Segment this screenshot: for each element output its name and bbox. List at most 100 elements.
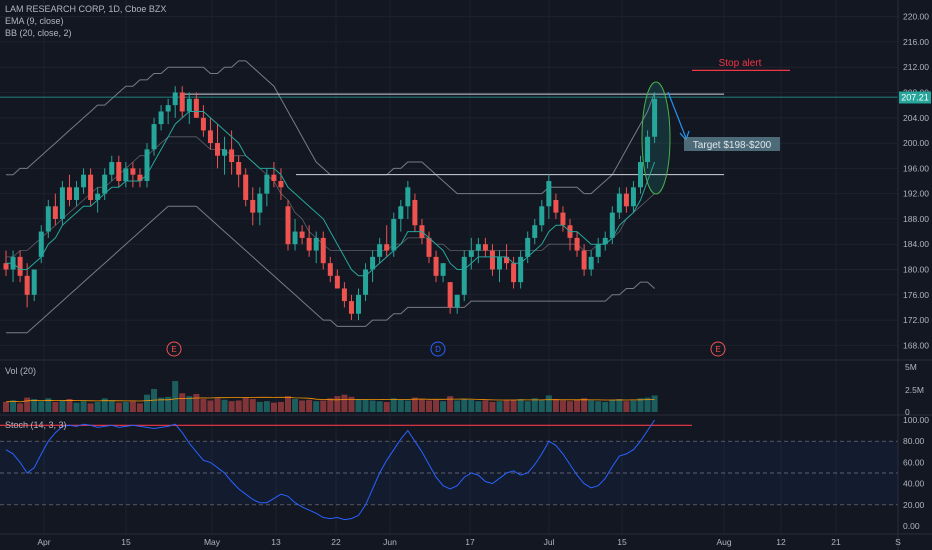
candle-body (158, 111, 164, 125)
bb-basis-line (6, 136, 655, 258)
volume-bar (256, 401, 263, 412)
candle-body (391, 218, 397, 251)
volume-bar (299, 400, 306, 412)
stoch-tick-label: 40.00 (903, 479, 925, 489)
volume-bar (552, 399, 559, 412)
volume-bar (334, 396, 341, 412)
candle-body (609, 212, 615, 238)
candle-body (200, 117, 206, 131)
candle-body (532, 225, 538, 238)
volume-bar (545, 395, 552, 412)
volume-bar (369, 400, 376, 412)
volume-bar (179, 393, 186, 412)
target-label-box[interactable] (684, 137, 780, 151)
price-tick-label: 200.00 (903, 138, 929, 148)
volume-bar (165, 396, 172, 412)
candle-body (59, 187, 65, 219)
highlight-ellipse[interactable] (641, 81, 671, 195)
chart-drawings[interactable]: Target $198-$200 Stop alert (641, 58, 780, 195)
volume-bar (87, 403, 94, 412)
horizontal-levels[interactable] (0, 69, 898, 176)
ema-legend[interactable]: EMA (9, close) (5, 16, 64, 26)
target-label: Target $198-$200 (693, 140, 772, 151)
candle-body (461, 256, 467, 295)
candle-body (3, 263, 9, 270)
event-marker-label: E (171, 345, 176, 354)
time-tick-label: Jul (544, 537, 555, 547)
candle-body (638, 162, 643, 188)
price-tick-label: 180.00 (903, 265, 929, 275)
price-tick-label: 188.00 (903, 214, 929, 224)
candle-body (616, 193, 622, 213)
volume-bar (38, 401, 45, 412)
candle-body (123, 168, 129, 181)
candle-body (88, 174, 94, 200)
volume-bar (24, 397, 31, 412)
candle-body (341, 288, 347, 302)
last-price-label: 207.21 (901, 92, 929, 102)
volume-bar (285, 396, 291, 412)
volume-bar (242, 397, 249, 412)
candle-body (236, 162, 242, 175)
time-tick-label: 12 (776, 537, 786, 547)
time-tick-label: S (895, 537, 901, 547)
stoch-legend[interactable]: Stoch (14, 3, 3) (5, 420, 67, 430)
candle-body (271, 174, 277, 181)
volume-bar (129, 401, 136, 412)
time-tick-label: 22 (331, 537, 341, 547)
candle-body (489, 250, 495, 270)
candle-body (623, 193, 629, 207)
volume-bar (517, 399, 524, 412)
volume-bar (595, 401, 602, 412)
volume-bar (263, 401, 270, 412)
time-axis[interactable]: Apr 15 May 13 22 Jun 17 Jul 15 Aug 12 21 S (37, 537, 901, 547)
symbol-title[interactable]: LAM RESEARCH CORP, 1D, Cboe BZX (5, 4, 167, 14)
candle-body (229, 149, 235, 163)
volume-bar (630, 400, 637, 412)
volume-bar (397, 399, 404, 412)
event-marker-icon (166, 341, 182, 357)
candle-body (363, 269, 369, 295)
volume-bar (447, 396, 454, 412)
volume-bar (235, 400, 242, 412)
candle-body (574, 237, 580, 251)
volume-bar (214, 398, 221, 412)
candle-body (433, 256, 439, 276)
price-tick-label: 212.00 (903, 62, 929, 72)
candle-body (511, 263, 517, 283)
volume-bar (207, 400, 214, 412)
volume-bar (3, 401, 9, 412)
bb-lower-line (6, 205, 655, 334)
volume-bar (531, 398, 538, 412)
candle-body (560, 212, 566, 226)
price-tick-label: 172.00 (903, 315, 929, 325)
candle-body (504, 256, 510, 264)
candle-body (468, 250, 474, 257)
candle-body (426, 237, 432, 257)
candle-body (24, 275, 30, 295)
volume-bar (468, 399, 475, 412)
ema-line (6, 111, 656, 277)
projection-arrow-line[interactable] (667, 91, 687, 139)
price-grid (0, 0, 899, 534)
volume-bar (158, 397, 165, 412)
volume-bar (609, 399, 616, 412)
volume-bar (426, 400, 432, 412)
candle-body (31, 269, 37, 295)
volume-legend[interactable]: Vol (20) (5, 366, 37, 376)
candle-body (207, 130, 213, 144)
candle-body (81, 174, 87, 188)
bb-legend[interactable]: BB (20, close, 2) (5, 28, 72, 38)
candle-body (186, 98, 192, 112)
stoch-tick-label: 60.00 (903, 457, 925, 467)
candle-body (645, 136, 651, 163)
volume-bar (52, 401, 59, 412)
volume-bar (136, 403, 143, 412)
time-tick-label: 13 (271, 537, 281, 547)
volume-bar (228, 401, 235, 412)
volume-bar (80, 401, 87, 412)
candle-body (553, 199, 559, 213)
stoch-tick-label: 100.00 (903, 415, 929, 425)
